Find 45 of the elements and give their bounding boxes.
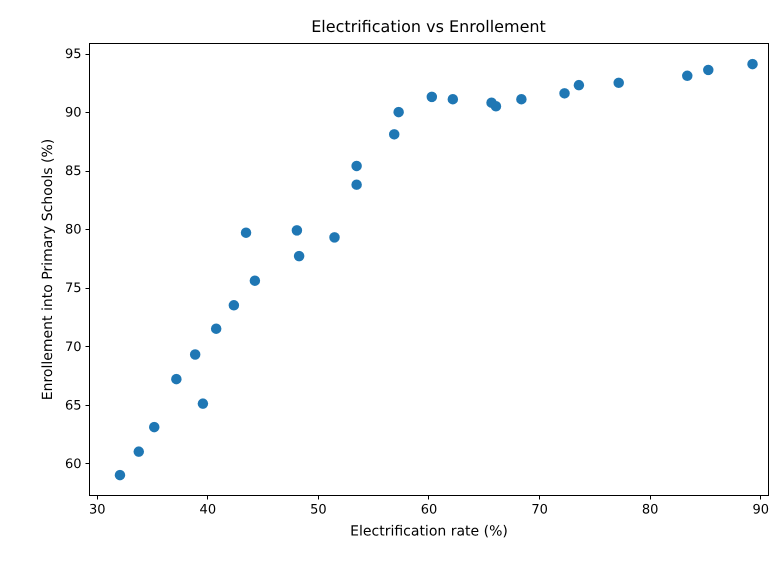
x-tick-label: 50 xyxy=(310,502,327,518)
point xyxy=(250,275,260,286)
y-tick-label: 75 xyxy=(64,281,82,296)
x-tick-label: 30 xyxy=(88,502,106,518)
point xyxy=(574,80,584,90)
x-tick-label: 40 xyxy=(200,502,216,518)
y-tick-label: 65 xyxy=(64,398,82,414)
point xyxy=(198,398,208,409)
point xyxy=(747,58,758,70)
point xyxy=(228,300,240,311)
x-tick-label: 70 xyxy=(531,502,548,518)
point xyxy=(210,323,222,334)
point xyxy=(294,250,304,262)
point xyxy=(388,129,400,140)
x-axis-title: Electrification rate (%) xyxy=(350,524,508,540)
point xyxy=(613,78,624,88)
point xyxy=(351,160,362,172)
x-tick-label: 60 xyxy=(420,502,438,518)
point xyxy=(329,232,340,243)
y-tick-label: 90 xyxy=(64,106,82,121)
y-tick-label: 70 xyxy=(64,340,82,355)
x-tick-label: 80 xyxy=(642,502,658,518)
point xyxy=(682,70,693,82)
point xyxy=(448,94,458,104)
point xyxy=(190,349,200,360)
point xyxy=(240,227,252,238)
point xyxy=(393,106,404,118)
point xyxy=(490,101,502,112)
x-tick-label: 90 xyxy=(752,502,770,518)
point xyxy=(134,446,144,457)
y-tick-label: 95 xyxy=(64,47,82,62)
point xyxy=(171,374,182,384)
y-tick-label: 80 xyxy=(64,222,82,238)
y-tick-label: 60 xyxy=(64,456,82,472)
point xyxy=(114,470,126,480)
point xyxy=(426,92,438,102)
y-tick-label: 85 xyxy=(64,164,82,180)
point xyxy=(351,179,362,190)
point xyxy=(703,64,714,76)
point xyxy=(559,88,570,99)
point xyxy=(292,225,302,236)
y-axis-title: Enrollement into Primary Schools (%) xyxy=(40,138,56,400)
point xyxy=(149,422,160,432)
chart-title: Electrification vs Enrollement xyxy=(311,17,546,36)
point xyxy=(516,94,527,104)
